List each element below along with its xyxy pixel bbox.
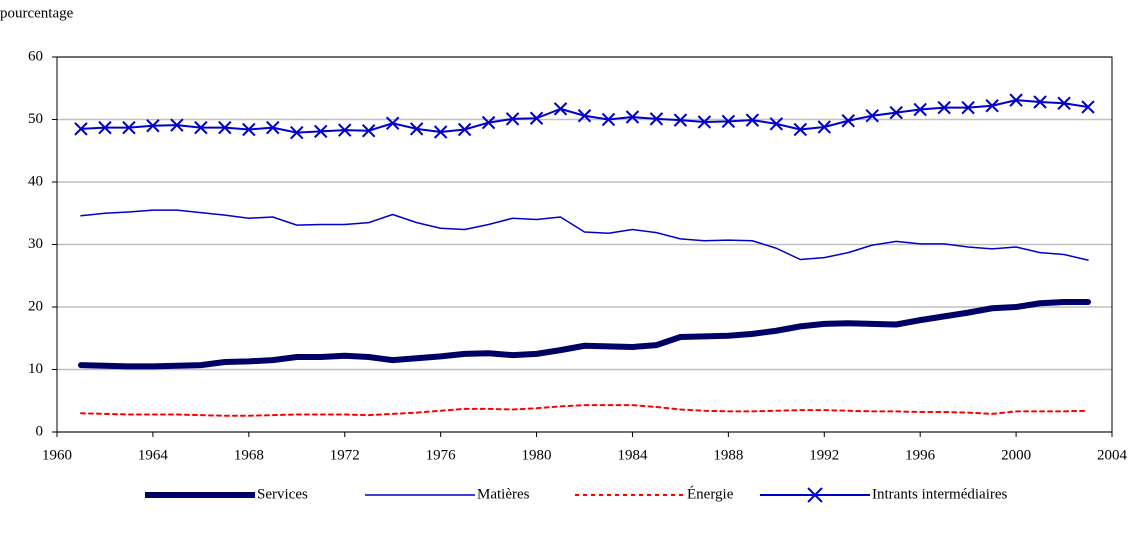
plot-frame [56,56,1113,433]
legend-label: Services [257,486,308,502]
marker [409,122,424,136]
marker [985,99,999,113]
marker [673,113,688,127]
marker [218,120,232,135]
y-tick-label: 40 [28,173,43,189]
x-tick-label: 1968 [234,447,264,463]
marker [889,105,903,120]
marker [385,116,400,130]
x-tick-label: 1992 [809,447,839,463]
marker [290,125,304,140]
x-tick-label: 1964 [138,447,169,463]
legend-label: Matières [477,486,530,502]
x-tick-label: 1996 [905,447,936,463]
marker [745,113,760,127]
marker [769,117,784,131]
marker [98,120,112,135]
y-tick-label: 0 [36,423,44,439]
marker [457,122,472,137]
marker [194,120,208,135]
marker [481,115,496,130]
marker [577,109,592,123]
marker [1009,93,1023,107]
series-line [80,209,1089,261]
y-axis-label: pourcentage [0,5,74,21]
marker [817,120,831,134]
marker [913,102,927,117]
x-tick-label: 1980 [522,447,552,463]
x-tick-label: 2004 [1097,447,1128,463]
marker [242,122,256,137]
marker [601,112,616,127]
x-tick-label: 1972 [330,447,360,463]
x-tick-label: 2000 [1001,447,1031,463]
y-tick-label: 10 [28,361,43,377]
marker [649,112,664,126]
y-tick-label: 30 [28,236,43,252]
y-tick-label: 20 [28,298,43,314]
marker [338,123,352,137]
legend-label: Intrants intermédiaires [872,486,1008,502]
marker [74,122,88,136]
marker [961,100,975,115]
x-tick-label: 1984 [617,447,648,463]
marker [433,125,448,139]
marker [841,114,855,128]
x-tick-label: 1976 [426,447,457,463]
marker [314,124,328,139]
marker [529,111,544,125]
marker [361,124,376,138]
series-line [79,404,1090,417]
marker [625,110,640,124]
y-tick-label: 60 [28,48,43,64]
marker [1033,95,1047,109]
x-tick-label: 1960 [42,447,72,463]
marker [937,100,951,115]
x-tick-label: 1988 [713,447,743,463]
marker [505,112,520,126]
legend-label: Énergie [687,485,734,502]
marker [1057,96,1071,110]
marker [865,109,879,123]
marker [697,115,712,129]
marker [170,118,184,132]
legend-marker [807,487,823,503]
marker [793,122,808,137]
marker [721,114,736,129]
marker [122,120,136,135]
series-line [77,299,1092,370]
y-tick-label: 50 [28,111,43,127]
marker [266,120,280,135]
marker [553,102,568,116]
marker [1081,100,1095,114]
marker [146,119,160,133]
